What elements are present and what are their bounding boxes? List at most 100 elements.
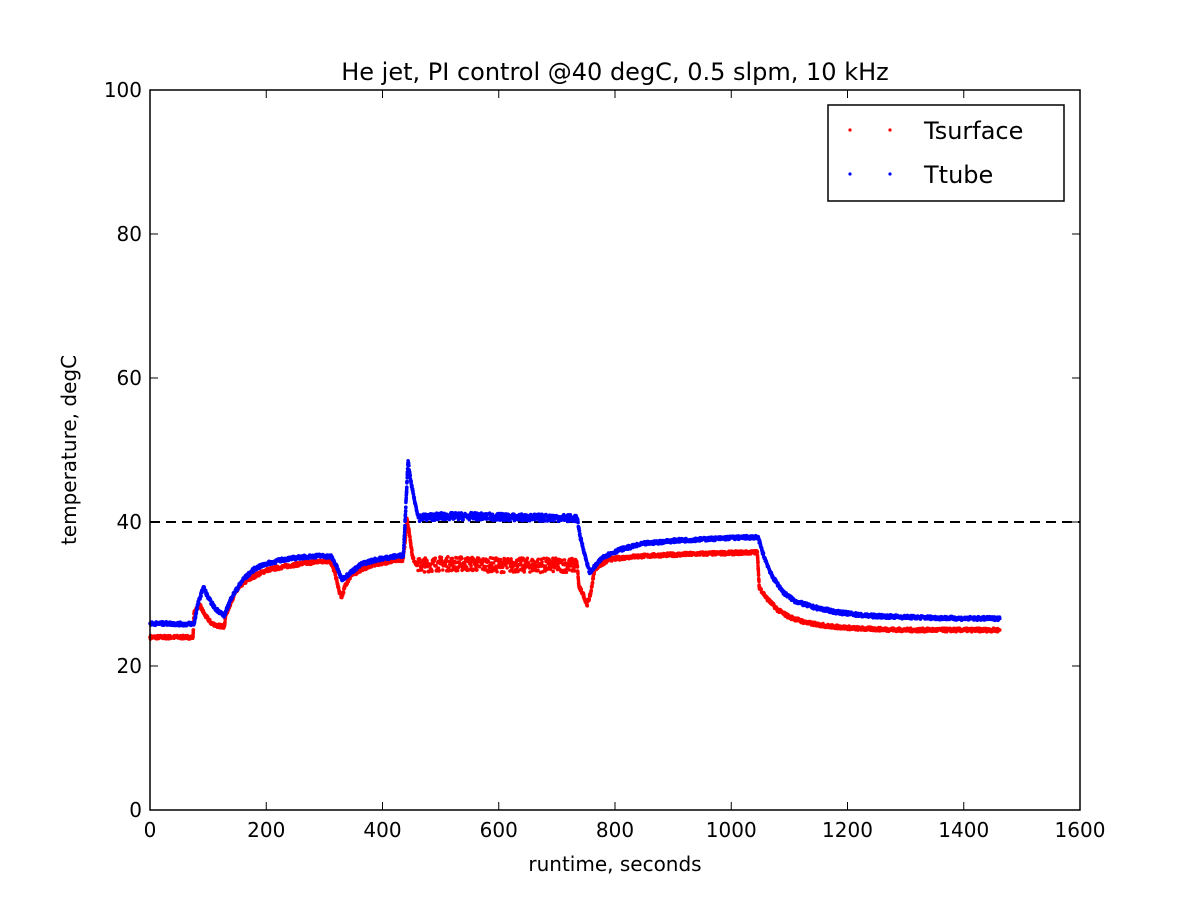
data-point [402, 538, 407, 542]
data-point [196, 600, 201, 605]
data-point [495, 569, 499, 574]
data-point [407, 463, 411, 468]
data-point [401, 549, 406, 553]
data-point [486, 559, 491, 564]
data-point [461, 517, 465, 522]
data-point [590, 580, 595, 585]
data-point [191, 628, 196, 632]
data-point [403, 509, 408, 513]
data-point [554, 556, 558, 560]
data-point [405, 479, 409, 484]
data-point [341, 590, 346, 595]
data-point [525, 556, 530, 561]
data-point [402, 533, 407, 537]
data-point [755, 550, 760, 554]
data-point [439, 555, 444, 560]
data-layer [148, 459, 1002, 641]
data-point [459, 556, 464, 561]
data-point [433, 517, 438, 522]
data-point [577, 529, 582, 533]
data-point [589, 588, 594, 593]
data-point [580, 542, 585, 546]
chart-title: He jet, PI control @40 degC, 0.5 slpm, 1… [341, 58, 889, 86]
data-point [575, 560, 579, 565]
data-point [759, 587, 763, 591]
data-point [483, 564, 488, 569]
plot-area [150, 90, 1080, 810]
data-point [469, 564, 473, 568]
data-point [407, 531, 412, 535]
data-point [579, 587, 584, 592]
data-point [465, 565, 469, 570]
data-point [402, 540, 406, 545]
data-point [564, 570, 569, 574]
data-point [450, 556, 455, 561]
data-point [336, 586, 341, 590]
data-point [401, 553, 406, 557]
data-point [409, 479, 414, 484]
data-point [491, 561, 496, 565]
data-point [573, 569, 577, 573]
data-point [422, 570, 427, 574]
data-point [191, 631, 196, 635]
data-point [761, 551, 766, 556]
data-point [410, 484, 414, 488]
data-point [505, 566, 509, 570]
data-point [425, 558, 429, 563]
data-point [433, 556, 438, 560]
data-point [455, 568, 460, 573]
data-point [412, 495, 417, 500]
data-point [581, 547, 586, 552]
data-point [479, 511, 484, 515]
data-point [419, 568, 424, 572]
data-point [576, 571, 580, 576]
data-point [509, 557, 513, 561]
data-point [223, 620, 227, 624]
data-point [430, 569, 434, 573]
data-point [335, 564, 339, 569]
data-point [408, 535, 412, 539]
data-point [578, 532, 582, 536]
data-point [576, 520, 580, 525]
data-point [575, 565, 580, 569]
data-point [463, 560, 467, 564]
data-point [402, 546, 406, 550]
data-point [403, 512, 408, 517]
data-point [590, 584, 594, 589]
data-point [411, 556, 416, 560]
data-point [199, 594, 203, 598]
data-point [195, 607, 199, 611]
data-point [536, 557, 541, 562]
data-point [410, 548, 414, 552]
data-point [550, 565, 554, 569]
data-point [536, 568, 540, 573]
data-point [191, 634, 195, 638]
data-point [445, 559, 450, 564]
data-point [446, 555, 450, 559]
data-point [405, 485, 409, 490]
data-point [434, 564, 438, 568]
data-point [756, 560, 760, 564]
data-point [417, 557, 422, 561]
data-point [448, 560, 453, 564]
data-point [194, 611, 199, 615]
data-point [522, 570, 526, 574]
data-point [402, 543, 406, 547]
data-point [502, 570, 506, 574]
data-point [757, 579, 761, 584]
data-point [540, 560, 544, 564]
data-point [403, 523, 407, 528]
data-point [437, 568, 442, 573]
series-ttube [148, 459, 1002, 628]
data-point [475, 568, 479, 572]
data-point [545, 566, 550, 571]
data-point [756, 573, 761, 578]
data-point [576, 576, 581, 580]
data-point [562, 558, 567, 562]
data-point [516, 569, 520, 574]
data-point [333, 571, 338, 576]
data-point [591, 576, 596, 581]
data-point [585, 604, 590, 608]
data-point [404, 505, 408, 510]
